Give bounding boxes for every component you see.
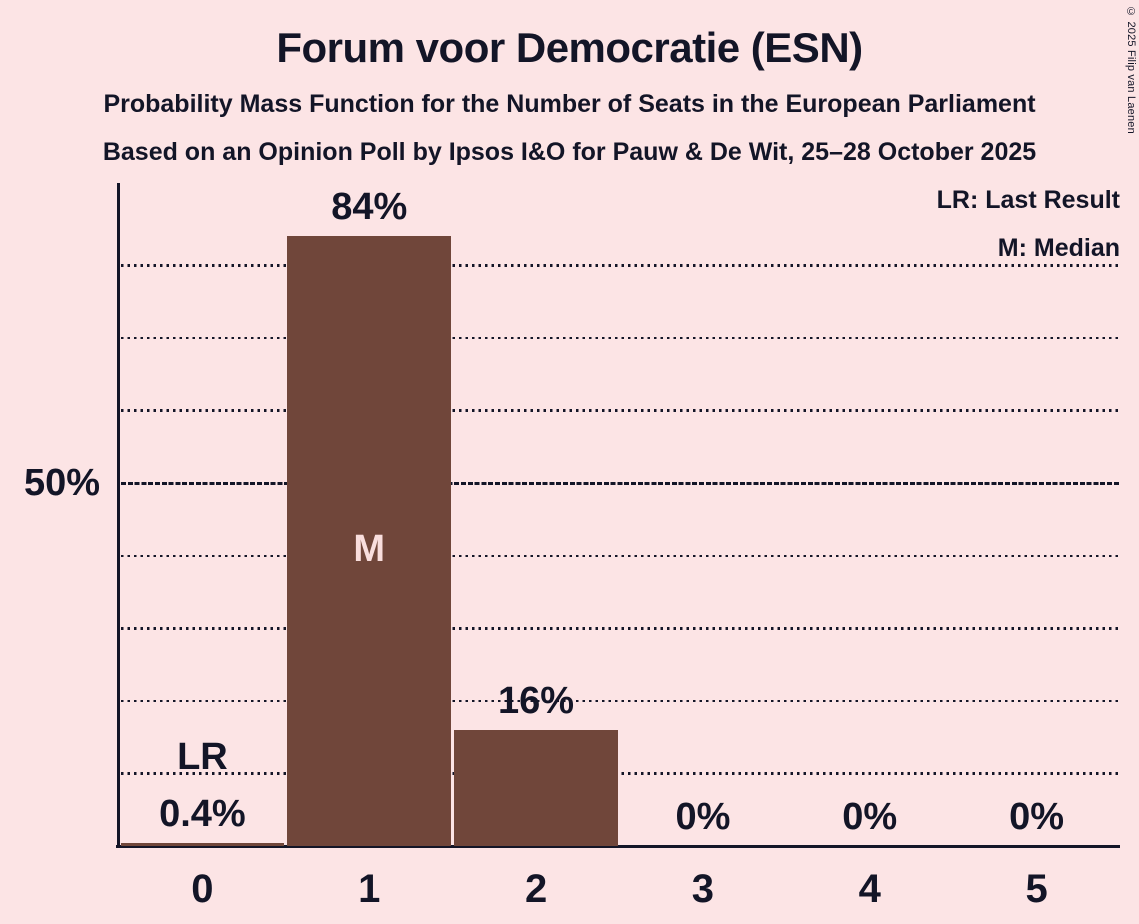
copyright-notice: © 2025 Filip van Laenen [1125,6,1137,134]
gridline-40pct [121,554,1120,558]
gridline-50pct-solid [121,481,1120,485]
value-label-seat-0: 0.4% [159,793,246,836]
y-axis-line [117,183,120,848]
x-tick-label-5: 5 [1025,867,1048,911]
x-axis-line [116,844,1120,848]
bar-seat-1 [287,236,452,846]
chart-subtitle-pmf: Probability Mass Function for the Number… [103,90,1036,118]
last-result-marker: LR [177,736,228,778]
chart-title: Forum voor Democratie (ESN) [276,24,863,71]
x-tick-label-2: 2 [524,867,548,911]
x-tick-label-0: 0 [191,867,214,911]
gridline-60pct [121,409,1120,412]
legend-last-result: LR: Last Result [936,186,1120,214]
value-label-seat-5: 0% [1009,796,1065,838]
x-tick-label-1: 1 [358,867,381,911]
x-tick-label-3: 3 [691,867,715,911]
gridline-30pct [121,627,1120,630]
legend-median: M: Median [997,234,1120,262]
gridline-80pct [121,264,1120,267]
y-axis-50pct-label: 50% [23,462,100,504]
value-label-seat-4: 0% [842,796,898,838]
value-label-seat-2: 16% [498,679,575,722]
bar-seat-2 [454,729,618,846]
chart-subtitle-poll: Based on an Opinion Poll by Ipsos I&O fo… [102,138,1037,166]
value-label-seat-3: 0% [675,796,731,838]
gridline-70pct [121,336,1120,340]
median-marker: M [353,528,386,570]
bar-seat-0 [120,843,285,846]
value-label-seat-1: 84% [331,186,408,229]
gridline-20pct [121,699,1120,703]
gridline-10pct [121,772,1120,775]
x-tick-label-4: 4 [858,867,881,911]
